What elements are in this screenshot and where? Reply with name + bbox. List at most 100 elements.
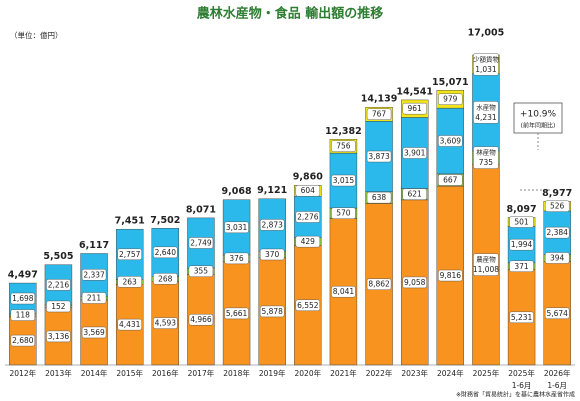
value-label: 767 xyxy=(372,110,387,119)
value-label: 370 xyxy=(265,250,280,259)
total-label: 4,497 xyxy=(8,270,38,281)
value-label: 371 xyxy=(514,262,529,271)
value-label: 5,661 xyxy=(226,309,248,318)
label-box xyxy=(153,317,178,329)
value-label: 2,680 xyxy=(12,336,34,345)
label-box xyxy=(402,102,427,115)
label-box xyxy=(81,326,107,339)
label-box xyxy=(544,226,570,239)
value-label: 756 xyxy=(336,142,351,151)
value-label: 3,136 xyxy=(48,332,70,341)
label-box xyxy=(295,185,321,197)
label-box xyxy=(438,174,463,186)
value-label: 1,031 xyxy=(475,65,497,74)
value-label: 501 xyxy=(514,217,529,226)
label-box xyxy=(366,150,392,163)
value-label: 429 xyxy=(301,237,316,246)
label-box xyxy=(224,221,249,234)
x-tick-label: 2016年 xyxy=(152,368,179,378)
value-label: 638 xyxy=(372,193,387,202)
total-label: 9,068 xyxy=(222,186,252,197)
value-label: 394 xyxy=(550,253,565,262)
value-label: 4,593 xyxy=(155,319,177,328)
value-label: 4,431 xyxy=(119,320,141,329)
value-label: 2,216 xyxy=(48,280,70,289)
value-label: 3,609 xyxy=(440,136,462,145)
unit-label: （単位：億円） xyxy=(10,30,63,40)
label-box xyxy=(10,334,36,347)
x-tick-label: 2013年 xyxy=(45,368,72,378)
label-box xyxy=(10,309,36,321)
total-label: 9,860 xyxy=(293,172,323,183)
value-label: 2,276 xyxy=(297,212,319,221)
label-box xyxy=(366,108,392,120)
value-label: 3,873 xyxy=(368,152,390,161)
total-label: 5,505 xyxy=(43,251,73,262)
label-box xyxy=(295,235,321,248)
annotation-subtext: (前年同期比) xyxy=(521,122,556,130)
total-label: 14,541 xyxy=(396,86,433,97)
label-box xyxy=(438,269,463,282)
total-label: 7,502 xyxy=(150,215,180,226)
label-box xyxy=(331,174,356,187)
x-tick-label: 2022年 xyxy=(366,368,393,378)
x-tick-label: 2017年 xyxy=(188,368,215,378)
label-box xyxy=(295,211,321,223)
x-tick-label: 2019年 xyxy=(259,368,286,378)
label-box xyxy=(544,307,570,319)
value-label: 4,231 xyxy=(475,113,497,122)
value-label: 6,552 xyxy=(297,301,319,310)
label-box xyxy=(331,286,356,298)
value-label: 5,674 xyxy=(546,309,568,318)
value-label: 211 xyxy=(87,294,102,303)
value-label: 1,698 xyxy=(12,294,34,303)
label-box xyxy=(473,146,499,169)
label-box xyxy=(117,248,142,260)
value-label: 3,015 xyxy=(333,176,355,185)
label-box xyxy=(366,191,392,204)
label-box xyxy=(509,216,534,228)
total-label: 17,005 xyxy=(468,28,505,39)
label-box xyxy=(188,237,214,249)
label-box xyxy=(117,318,142,331)
label-box xyxy=(509,311,534,324)
label-box xyxy=(366,278,392,290)
label-box xyxy=(331,140,356,152)
x-tick-label: 2015年 xyxy=(116,368,143,378)
total-label: 7,451 xyxy=(115,216,145,227)
label-box xyxy=(153,273,178,285)
label-box xyxy=(46,300,71,313)
value-label: 667 xyxy=(443,175,458,184)
value-label: 961 xyxy=(408,104,423,113)
label-box xyxy=(81,292,107,304)
x-tick-label: 2020年 xyxy=(295,368,322,378)
value-label: 9,058 xyxy=(404,278,426,287)
value-label: 621 xyxy=(408,190,423,199)
value-label: 118 xyxy=(16,311,31,320)
label-box xyxy=(473,253,499,276)
value-label: 5,231 xyxy=(511,313,533,322)
x-tick-label: 1-6月 xyxy=(512,381,532,390)
x-tick-label: 2024年 xyxy=(437,368,464,378)
x-tick-label: 2012年 xyxy=(10,368,37,378)
label-box xyxy=(46,279,71,291)
x-tick-label: 2025年 xyxy=(473,368,500,378)
value-label: 9,816 xyxy=(440,271,462,280)
label-box xyxy=(438,135,463,147)
label-box xyxy=(117,276,142,288)
label-box xyxy=(402,276,427,289)
total-label: 15,071 xyxy=(432,77,469,88)
series-name: 農産物 xyxy=(476,255,496,264)
label-box xyxy=(509,239,534,251)
total-label: 12,382 xyxy=(325,126,362,137)
x-tick-label: 1-6月 xyxy=(547,381,567,390)
total-label: 9,121 xyxy=(257,185,287,196)
label-box xyxy=(259,305,285,318)
value-label: 604 xyxy=(301,186,316,195)
value-label: 263 xyxy=(123,277,138,286)
label-box xyxy=(224,252,249,265)
annotation-box xyxy=(513,102,563,134)
x-tick-label: 2026年 xyxy=(544,368,571,378)
label-box xyxy=(473,53,499,76)
label-box xyxy=(295,299,321,311)
